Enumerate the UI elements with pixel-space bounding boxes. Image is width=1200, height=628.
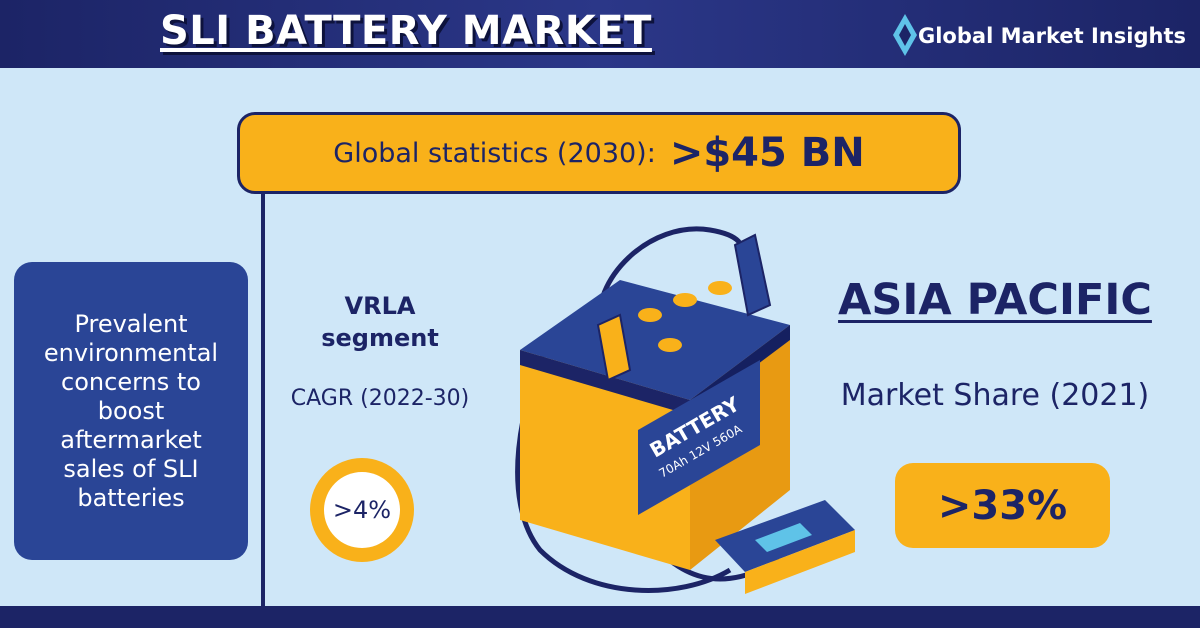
driver-line: sales of SLI <box>63 454 199 483</box>
driver-box: Prevalent environmental concerns to boost af… <box>14 262 248 560</box>
driver-line: batteries <box>77 483 185 512</box>
driver-line: aftermarket <box>60 425 202 454</box>
region-value: >33% <box>895 463 1110 548</box>
divider <box>261 192 265 608</box>
brand-logo <box>893 14 917 56</box>
cagr-value: >4% <box>324 472 400 548</box>
stats-value: >$45 BN <box>669 130 865 176</box>
region-metric: Market Share (2021) <box>840 378 1150 413</box>
stats-label: Global statistics (2030): <box>333 137 656 169</box>
brand: Global Market Insights <box>918 24 1186 48</box>
footer-band <box>0 606 1200 628</box>
stats-box: Global statistics (2030): >$45 BN <box>237 112 961 194</box>
region-name: ASIA PACIFIC <box>838 275 1152 325</box>
driver-line: Prevalent <box>74 309 188 338</box>
driver-line: concerns to <box>61 367 201 396</box>
segment-line: VRLA <box>344 292 416 320</box>
cagr-label: CAGR (2022-30) <box>290 386 470 411</box>
header-band <box>0 0 1200 68</box>
driver-line: boost <box>97 396 165 425</box>
battery-illustration: BATTERY 70Ah 12V 560A <box>515 226 855 594</box>
segment-name: VRLA segment <box>280 290 480 354</box>
segment-line: segment <box>321 324 439 352</box>
title: SLI BATTERY MARKET <box>160 8 652 54</box>
driver-line: environmental <box>43 338 219 367</box>
